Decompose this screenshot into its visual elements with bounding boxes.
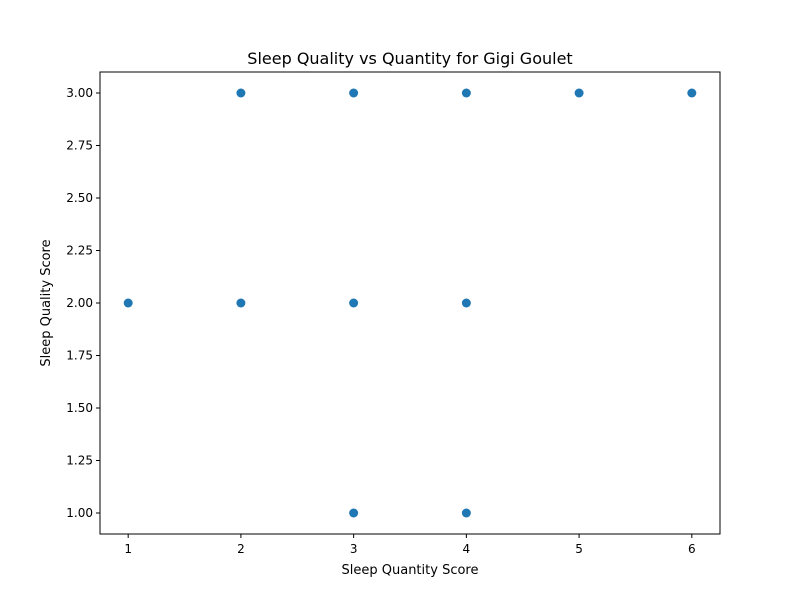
x-axis-label: Sleep Quantity Score	[342, 563, 479, 578]
x-tick-label: 3	[350, 542, 358, 556]
y-tick-label: 1.50	[66, 401, 93, 415]
y-tick-label: 2.00	[66, 296, 93, 310]
x-tick-label: 1	[124, 542, 132, 556]
data-point	[687, 88, 697, 98]
y-tick-label: 2.25	[66, 244, 93, 258]
x-tick-label: 5	[575, 542, 583, 556]
data-point	[236, 88, 246, 98]
y-tick-label: 2.50	[66, 191, 93, 205]
x-tick-label: 6	[688, 542, 696, 556]
data-point	[574, 88, 584, 98]
x-axis-ticks: 1 2 3 4 5 6	[124, 534, 696, 556]
data-point	[461, 298, 471, 308]
y-tick-label: 1.00	[66, 506, 93, 520]
x-tick-label: 4	[463, 542, 471, 556]
data-point	[349, 88, 359, 98]
chart-title: Sleep Quality vs Quantity for Gigi Goule…	[247, 49, 572, 68]
plot-frame	[99, 71, 721, 535]
y-axis-ticks: 1.00 1.25 1.50 1.75 2.00 2.25 2.50 2.75 3.00	[66, 86, 100, 520]
y-axis-label: Sleep Quality Score	[39, 239, 54, 366]
data-point	[349, 508, 359, 518]
y-tick-label: 1.75	[66, 349, 93, 363]
data-point	[236, 298, 246, 308]
x-tick-label: 2	[237, 542, 245, 556]
data-points	[123, 88, 697, 518]
data-point	[461, 88, 471, 98]
y-tick-label: 1.25	[66, 454, 93, 468]
y-tick-label: 3.00	[66, 86, 93, 100]
y-tick-label: 2.75	[66, 139, 93, 153]
data-point	[349, 298, 359, 308]
data-point	[461, 508, 471, 518]
data-point	[123, 298, 133, 308]
